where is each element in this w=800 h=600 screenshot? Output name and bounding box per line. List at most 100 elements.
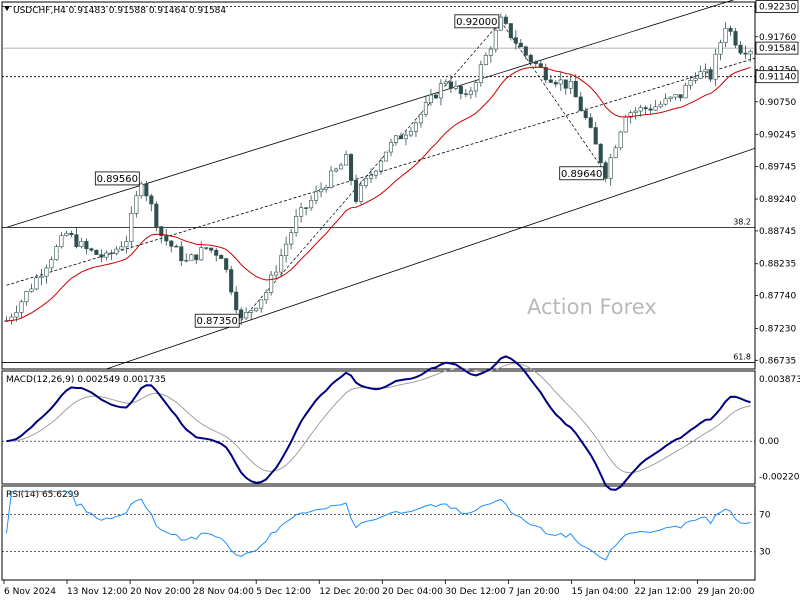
candle-body-22 (114, 248, 119, 254)
time-label-10: 22 Jan 12:00 (634, 587, 691, 597)
price-tick-0.87740: 0.87740 (759, 292, 796, 302)
candle-body-93 (468, 90, 473, 95)
moving-average (6, 66, 751, 322)
pivot-tag-box-1 (194, 313, 240, 328)
candle-body-101 (508, 23, 513, 38)
time-label-1: 13 Nov 12:00 (67, 587, 128, 597)
candle-body-114 (573, 80, 578, 98)
candle-body-28 (144, 183, 149, 197)
time-label-9: 15 Jan 04:00 (571, 587, 628, 597)
price-tick-0.90245: 0.90245 (759, 130, 796, 140)
candle-body-37 (189, 254, 194, 261)
channel-line-2 (106, 147, 756, 370)
candle-body-8 (44, 267, 49, 277)
candle-body-138 (693, 78, 698, 81)
candle-body-135 (678, 94, 683, 99)
candle-body-76 (383, 151, 389, 162)
candle-body-45 (229, 269, 234, 293)
macd-label: MACD(12,26,9) 0.002549 0.001735 (6, 375, 166, 385)
candle-body-123 (618, 131, 623, 149)
pivot-tag-box-0 (94, 171, 140, 186)
macd-tick-0.00: 0.00 (759, 437, 779, 447)
candle-body-36 (184, 259, 189, 262)
candle-body-92 (463, 93, 468, 95)
candle-body-112 (563, 79, 568, 89)
price-label-box-current (755, 41, 799, 55)
candle-body-34 (174, 245, 179, 248)
candle-body-33 (169, 240, 174, 247)
header-arrow-icon (4, 6, 10, 11)
candle-body-78 (393, 135, 399, 143)
pivot-tag-0.89640: 0.89640 (561, 169, 602, 180)
candle-body-132 (663, 98, 668, 105)
candle-body-121 (608, 157, 613, 179)
macd-tick--0.002201: -0.002201 (759, 473, 800, 483)
candle-body-104 (523, 46, 528, 56)
candle-body-75 (378, 160, 384, 172)
rsi-tick-30: 30 (759, 547, 771, 557)
price-label-box-level (755, 70, 799, 84)
candle-body-42 (214, 249, 219, 256)
price-tick-0.88745: 0.88745 (759, 227, 796, 237)
candle-body-56 (284, 243, 289, 256)
rsi-panel-frame (1, 485, 756, 581)
candle-body-142 (713, 53, 718, 80)
candle-body-17 (89, 248, 94, 251)
candle-body-71 (358, 185, 364, 202)
candle-body-122 (613, 147, 618, 159)
candle-body-6 (34, 277, 39, 290)
candle-body-3 (19, 301, 24, 313)
price-tick-0.88235: 0.88235 (759, 260, 796, 270)
candle-body-52 (264, 292, 269, 301)
pivot-tag-0.87350: 0.87350 (197, 316, 238, 327)
macd-lines (2, 355, 755, 491)
candle-body-149 (748, 50, 753, 55)
candle-body-32 (164, 235, 169, 242)
time-label-5: 12 Dec 20:00 (319, 587, 380, 597)
ema-line (6, 66, 751, 322)
candle-body-79 (398, 135, 404, 140)
candle-body-58 (294, 215, 299, 233)
channel-line-0 (6, 0, 735, 228)
candle-body-106 (533, 61, 538, 64)
candle-body-40 (204, 247, 209, 249)
candle-body-51 (259, 299, 264, 309)
price-tick-0.89745: 0.89745 (759, 163, 796, 173)
horizontal-levels: 38.2 61.8 (2, 6, 755, 363)
candle-body-12 (64, 232, 69, 236)
candle-body-41 (209, 247, 214, 251)
candle-body-26 (134, 195, 139, 214)
candle-body-27 (139, 183, 144, 197)
candle-body-2 (14, 311, 19, 318)
candle-body-87 (438, 83, 443, 99)
candle-body-69 (348, 154, 354, 181)
candle-body-129 (648, 108, 653, 111)
macd-tick-0.003873: 0.003873 (759, 375, 800, 385)
candle-body-127 (638, 107, 643, 112)
candle-body-130 (653, 106, 658, 111)
candle-body-99 (498, 16, 503, 31)
candle-body-113 (568, 80, 573, 89)
candle-body-116 (583, 110, 588, 118)
time-label-3: 28 Nov 04:00 (193, 587, 254, 597)
candle-body-14 (74, 234, 79, 248)
price-tick-0.90750: 0.90750 (759, 98, 796, 108)
candle-body-39 (199, 247, 204, 261)
candle-body-53 (269, 274, 274, 293)
time-label-8: 7 Jan 20:00 (508, 587, 560, 597)
candle-body-59 (299, 207, 304, 217)
price-panel-frame (1, 1, 756, 370)
candle-body-35 (179, 246, 184, 262)
candle-body-83 (418, 113, 423, 124)
fib-label-38.2: 38.2 (733, 217, 751, 226)
rsi-path (6, 491, 751, 561)
candle-body-110 (553, 82, 558, 85)
candle-body-146 (733, 31, 738, 46)
candle-body-48 (244, 312, 249, 319)
candle-body-139 (698, 71, 703, 79)
candle-body-128 (643, 107, 648, 110)
candle-body-31 (159, 226, 164, 237)
candle-body-115 (578, 96, 583, 111)
pivot-connector-0 (240, 21, 502, 321)
candle-body-16 (84, 241, 89, 249)
